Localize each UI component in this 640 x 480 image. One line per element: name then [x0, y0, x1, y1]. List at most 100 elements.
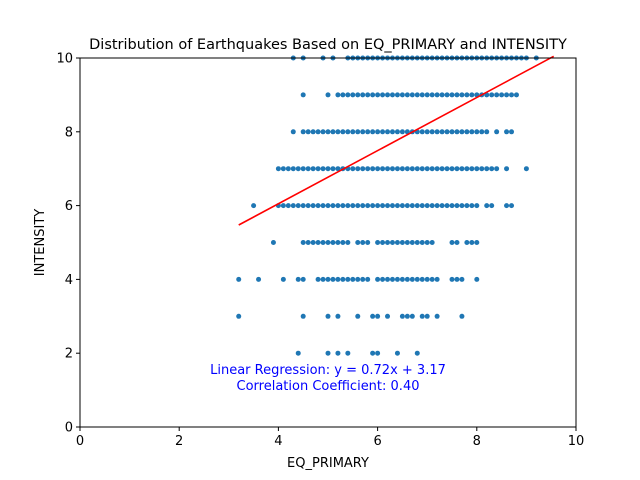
data-point [290, 129, 296, 135]
data-point [429, 203, 435, 209]
data-point [325, 240, 331, 245]
data-point [469, 92, 475, 98]
data-point [499, 92, 505, 98]
data-point [280, 203, 286, 209]
data-point [385, 166, 391, 172]
data-point [494, 92, 500, 98]
data-point [474, 203, 480, 209]
data-point [449, 166, 455, 172]
data-point [325, 166, 331, 172]
y-tick-label: 6 [65, 199, 73, 214]
data-point [335, 276, 341, 282]
data-point [409, 276, 415, 282]
data-point [399, 313, 405, 319]
data-point [315, 276, 321, 282]
data-point [474, 166, 480, 172]
data-point [355, 276, 361, 282]
data-point [394, 92, 400, 98]
data-point [330, 166, 336, 172]
data-point [454, 129, 460, 135]
data-point [340, 92, 346, 98]
data-point [325, 350, 331, 356]
data-point [404, 92, 410, 98]
data-point [414, 203, 420, 209]
data-point [419, 313, 425, 319]
data-point [479, 129, 485, 135]
data-point [523, 166, 529, 172]
data-point [335, 129, 341, 135]
data-point [404, 203, 410, 209]
data-point [330, 276, 336, 282]
data-point [454, 240, 460, 245]
points-layer [236, 55, 539, 356]
x-tick-label: 2 [175, 434, 183, 449]
data-point [399, 203, 405, 209]
data-point [335, 240, 341, 245]
data-point [429, 240, 435, 245]
data-point [310, 240, 316, 245]
data-point [414, 240, 420, 245]
data-point [444, 203, 450, 209]
data-point [310, 166, 316, 172]
y-axis-label: INTENSITY [33, 209, 48, 276]
data-point [409, 166, 415, 172]
data-point [300, 92, 306, 98]
data-point [489, 92, 495, 98]
data-point [399, 92, 405, 98]
data-point [404, 166, 410, 172]
data-point [489, 166, 495, 172]
data-point [414, 276, 420, 282]
data-point [385, 240, 391, 245]
data-point [494, 166, 500, 172]
data-point [429, 276, 435, 282]
data-point [513, 92, 519, 98]
data-point [469, 166, 475, 172]
data-point [360, 92, 366, 98]
data-point [355, 313, 361, 319]
data-point [360, 166, 366, 172]
data-point [380, 129, 386, 135]
data-point [509, 129, 515, 135]
data-point [330, 203, 336, 209]
y-axis-ticks: 0 2 4 6 8 10 [56, 52, 80, 436]
data-point [385, 92, 391, 98]
data-point [335, 92, 341, 98]
data-point [424, 240, 430, 245]
data-point [404, 276, 410, 282]
data-point [365, 203, 371, 209]
data-point [380, 203, 386, 209]
data-point [439, 203, 445, 209]
data-point [429, 129, 435, 135]
data-point [295, 166, 301, 172]
data-point [345, 240, 351, 245]
data-point [464, 92, 470, 98]
data-point [389, 240, 395, 245]
data-point [459, 276, 465, 282]
data-point [459, 203, 465, 209]
data-point [469, 129, 475, 135]
data-point [335, 203, 341, 209]
data-point [389, 166, 395, 172]
regression-line [238, 55, 555, 226]
data-point [280, 276, 286, 282]
data-point [300, 203, 306, 209]
data-point [459, 313, 465, 319]
data-point [295, 350, 301, 356]
data-point [325, 203, 331, 209]
data-point [419, 240, 425, 245]
data-point [389, 129, 395, 135]
data-point [424, 276, 430, 282]
data-point [424, 166, 430, 172]
data-point [439, 92, 445, 98]
data-point [295, 203, 301, 209]
y-tick-label: 10 [56, 52, 73, 67]
data-point [370, 92, 376, 98]
data-point [365, 92, 371, 98]
data-point [345, 92, 351, 98]
data-point [489, 203, 495, 209]
data-point [459, 129, 465, 135]
data-point [290, 166, 296, 172]
data-point [310, 129, 316, 135]
